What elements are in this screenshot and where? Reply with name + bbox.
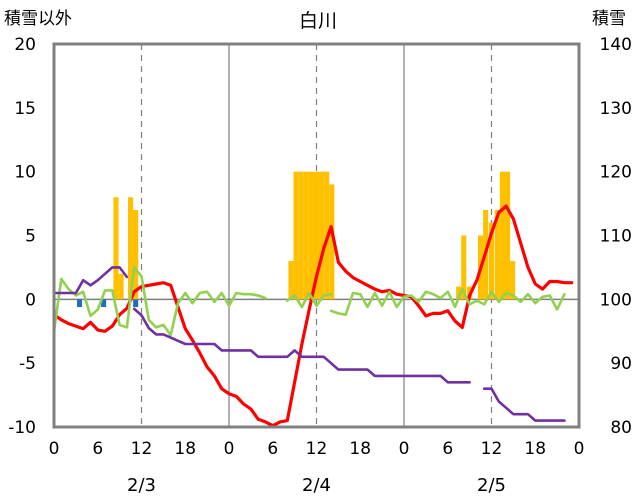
plot-area	[52, 42, 581, 429]
left-tick-label: 15	[14, 99, 36, 119]
bar	[288, 261, 294, 300]
lines	[52, 204, 574, 428]
bar	[303, 171, 309, 300]
right-tick-label: 120	[600, 163, 632, 183]
bar	[504, 171, 511, 300]
right-axis-label: 積雪	[592, 9, 626, 29]
right-tick-label: 80	[610, 418, 632, 438]
x-tick-label: 12	[306, 439, 328, 459]
x-tick-label: 0	[49, 439, 60, 459]
x-tick-label: 0	[574, 439, 585, 459]
bar	[313, 171, 320, 300]
bar	[461, 235, 467, 300]
left-tick-label: 5	[25, 227, 36, 247]
right-tick-label: 130	[600, 99, 632, 119]
left-axis-ticks: 20 15 10 5 0 -5 -10	[8, 35, 36, 438]
plot-frame	[52, 42, 581, 429]
bar	[293, 171, 299, 300]
bar	[128, 197, 134, 300]
right-tick-label: 140	[600, 35, 632, 55]
x-tick-label: 18	[524, 439, 546, 459]
right-tick-label: 110	[600, 227, 632, 247]
left-axis-label: 積雪以外	[4, 9, 72, 29]
x-tick-label: 18	[174, 439, 196, 459]
bar	[101, 299, 107, 307]
bar	[329, 184, 335, 300]
bar	[494, 209, 500, 300]
chart-title: 白川	[299, 10, 337, 32]
left-tick-label: -5	[19, 354, 36, 374]
bar	[510, 261, 516, 300]
date-label: 2/3	[127, 475, 156, 496]
bar	[113, 197, 119, 300]
left-tick-label: 10	[14, 163, 36, 183]
x-tick-label: 6	[442, 439, 453, 459]
x-axis-ticks: 0 6 12 18 0 6 12 18 0 6 12 18 0	[49, 439, 585, 459]
bar	[488, 222, 495, 300]
left-tick-label: 20	[14, 35, 36, 55]
series-line	[52, 204, 574, 428]
series-line	[52, 266, 566, 422]
bar	[133, 299, 139, 307]
x-tick-label: 0	[224, 439, 235, 459]
x-tick-label: 12	[481, 439, 503, 459]
right-tick-label: 90	[610, 354, 632, 374]
series-line	[52, 266, 566, 337]
x-tick-label: 18	[349, 439, 371, 459]
date-label: 2/4	[302, 475, 331, 496]
x-tick-label: 6	[92, 439, 103, 459]
bar	[76, 299, 83, 307]
x-tick-label: 12	[131, 439, 153, 459]
bar	[308, 171, 314, 300]
date-label: 2/5	[477, 475, 506, 496]
bar	[499, 171, 505, 300]
bar	[118, 273, 124, 300]
date-labels: 2/3 2/4 2/5	[127, 475, 506, 496]
bar	[133, 209, 139, 300]
left-tick-label: -10	[8, 418, 36, 438]
bar	[298, 171, 304, 300]
right-tick-label: 100	[600, 290, 632, 310]
x-tick-label: 0	[399, 439, 410, 459]
left-tick-label: 0	[25, 290, 36, 310]
bar	[456, 286, 462, 300]
x-tick-label: 6	[267, 439, 278, 459]
right-axis-ticks: 140 130 120 110 100 90 80	[600, 35, 632, 438]
bar	[319, 171, 325, 300]
